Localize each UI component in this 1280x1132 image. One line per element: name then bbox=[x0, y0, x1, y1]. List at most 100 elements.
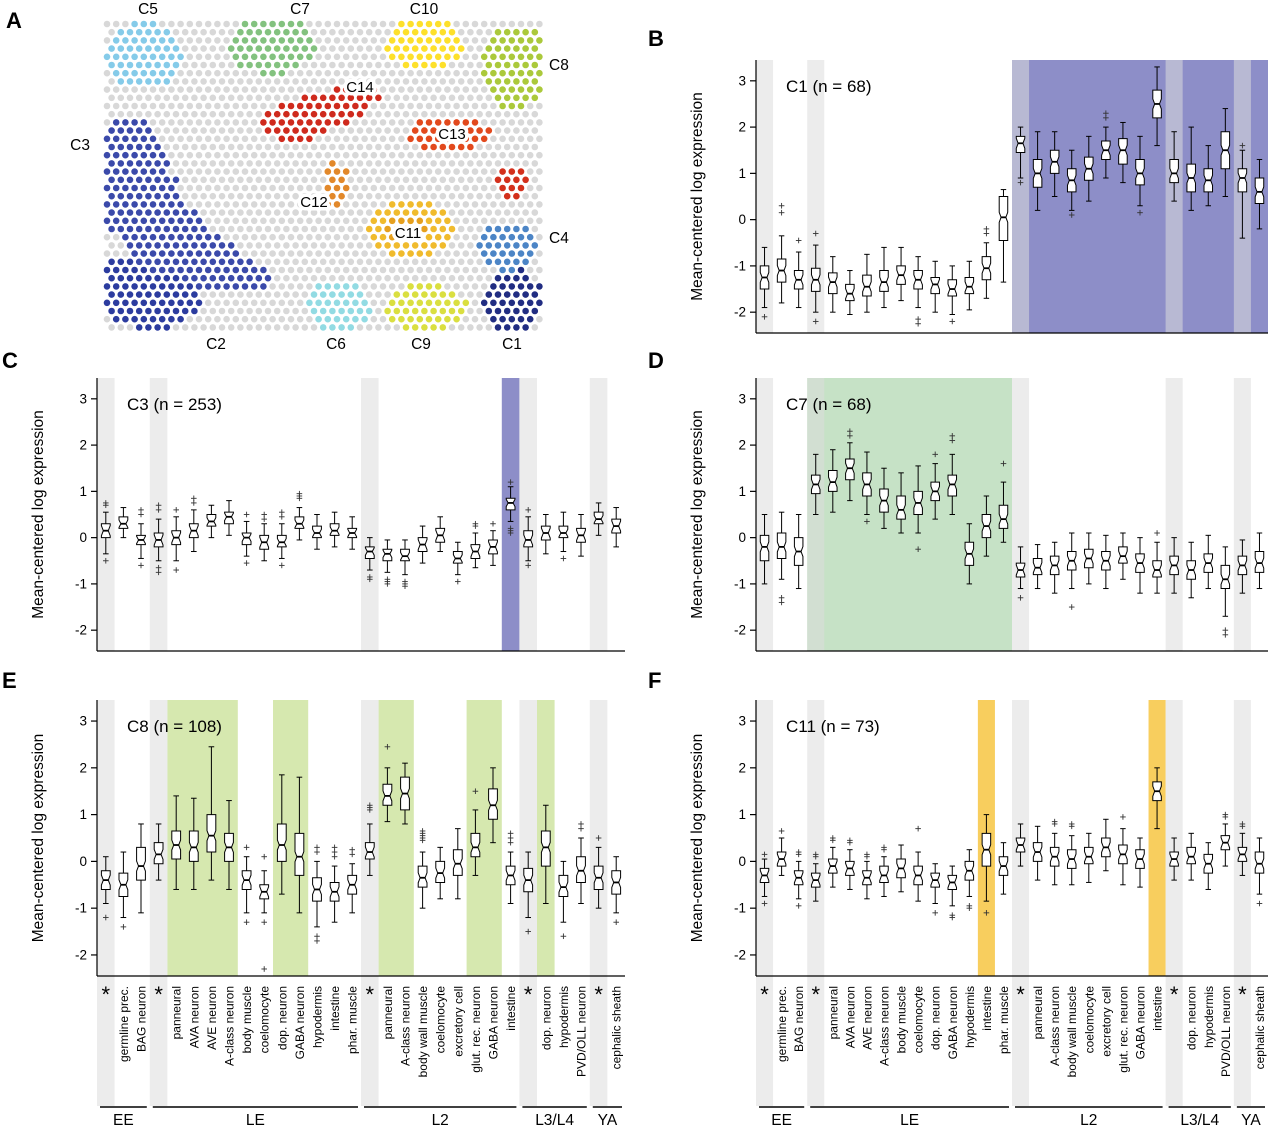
som-dot bbox=[108, 307, 115, 315]
som-dot bbox=[250, 266, 258, 274]
som-dot bbox=[126, 61, 134, 69]
som-dot bbox=[296, 184, 304, 192]
som-dot bbox=[329, 225, 336, 233]
som-dot bbox=[237, 28, 244, 36]
som-dot bbox=[200, 192, 207, 200]
som-dot bbox=[379, 266, 387, 274]
som-dot bbox=[421, 324, 428, 331]
som-cluster-label: C1 bbox=[502, 336, 522, 353]
som-dot bbox=[103, 151, 111, 159]
som-dot bbox=[503, 110, 511, 118]
som-dot bbox=[112, 168, 120, 175]
som-dot bbox=[227, 209, 235, 216]
som-dot bbox=[131, 233, 138, 241]
som-dot bbox=[237, 176, 244, 184]
som-dot bbox=[103, 119, 111, 126]
som-dot bbox=[227, 78, 235, 85]
box-column-13 bbox=[329, 844, 340, 923]
som-dot bbox=[453, 201, 460, 208]
panel-letter-a: A bbox=[6, 8, 22, 33]
som-dot bbox=[513, 61, 520, 69]
som-dot bbox=[402, 225, 410, 233]
som-dot bbox=[112, 135, 120, 143]
som-dot bbox=[448, 242, 456, 249]
box-column-10 bbox=[276, 774, 287, 895]
som-dot bbox=[388, 315, 396, 323]
x-tick-label: * bbox=[102, 982, 111, 1007]
box-column-1 bbox=[118, 507, 129, 539]
som-dot bbox=[490, 86, 497, 93]
box-column-14 bbox=[347, 846, 358, 914]
som-dot bbox=[494, 324, 502, 331]
box-column-0 bbox=[759, 246, 770, 320]
som-dot bbox=[333, 53, 341, 61]
som-dot bbox=[333, 184, 341, 192]
som-dot bbox=[287, 20, 295, 28]
som-dot bbox=[480, 250, 488, 257]
som-dot bbox=[204, 119, 212, 126]
som-dot bbox=[154, 324, 161, 331]
som-dot bbox=[453, 53, 460, 61]
box-column-22 bbox=[1135, 135, 1145, 216]
som-dot bbox=[384, 258, 391, 266]
som-dot bbox=[278, 217, 286, 225]
box-column-11 bbox=[947, 265, 958, 325]
som-dot bbox=[209, 291, 217, 298]
som-dot bbox=[177, 119, 184, 126]
som-dot bbox=[250, 37, 258, 44]
box-column-21 bbox=[470, 520, 481, 569]
som-dot bbox=[292, 78, 299, 85]
som-dot bbox=[425, 315, 433, 323]
som-dot bbox=[218, 209, 226, 216]
som-dot bbox=[411, 291, 419, 298]
som-dot bbox=[361, 151, 368, 159]
som-dot bbox=[269, 168, 276, 175]
som-dot bbox=[177, 86, 184, 93]
som-dot bbox=[269, 266, 276, 274]
som-dot bbox=[471, 201, 479, 208]
som-dot bbox=[163, 45, 171, 52]
som-dot bbox=[411, 160, 419, 167]
som-dot bbox=[103, 20, 111, 28]
som-dot bbox=[370, 86, 378, 93]
som-dot bbox=[513, 324, 520, 331]
som-dot bbox=[338, 274, 345, 282]
som-dot bbox=[421, 78, 428, 85]
som-dot bbox=[237, 274, 244, 282]
som-dot bbox=[214, 201, 221, 208]
som-dot bbox=[278, 250, 286, 257]
som-dot bbox=[181, 324, 189, 331]
som-dot bbox=[398, 102, 405, 110]
som-dot bbox=[356, 225, 364, 233]
som-dot bbox=[232, 168, 240, 175]
som-dot bbox=[499, 283, 506, 290]
som-dot bbox=[310, 192, 318, 200]
som-dot bbox=[232, 250, 240, 257]
som-dot bbox=[140, 283, 148, 290]
som-dot bbox=[453, 250, 460, 257]
x-tick-label: hypodermis bbox=[1202, 986, 1216, 1048]
som-dot bbox=[503, 127, 511, 134]
box-column-11 bbox=[294, 776, 305, 914]
som-dot bbox=[375, 324, 382, 331]
box-column-26 bbox=[1203, 534, 1214, 590]
som-dot bbox=[457, 45, 465, 52]
som-dot bbox=[103, 102, 111, 110]
som-dot bbox=[517, 102, 525, 110]
som-dot bbox=[310, 209, 318, 216]
som-dot bbox=[232, 184, 240, 192]
som-dot bbox=[204, 102, 212, 110]
som-dot bbox=[237, 291, 244, 298]
som-dot bbox=[490, 250, 497, 257]
som-dot bbox=[444, 20, 451, 28]
som-dot bbox=[462, 53, 470, 61]
box-column-0 bbox=[759, 514, 770, 585]
som-dot bbox=[241, 119, 249, 126]
som-dot bbox=[513, 209, 520, 216]
som-dot bbox=[388, 184, 396, 192]
som-dot bbox=[168, 69, 175, 77]
som-dot bbox=[315, 53, 322, 61]
som-dot bbox=[508, 20, 516, 28]
som-dot bbox=[361, 53, 368, 61]
som-dot bbox=[306, 20, 313, 28]
